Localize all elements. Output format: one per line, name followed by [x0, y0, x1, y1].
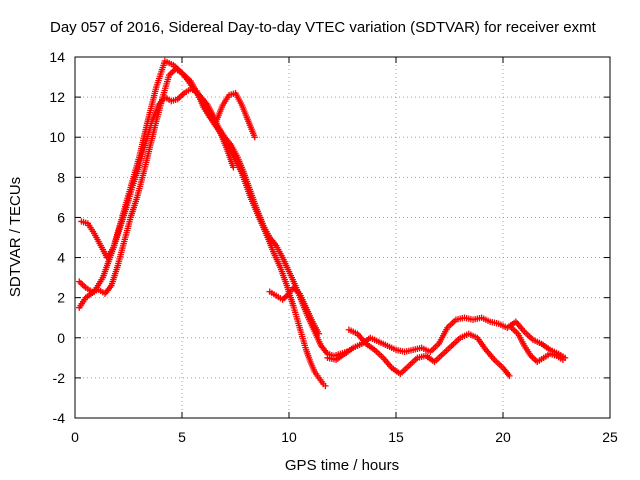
data-point	[322, 382, 329, 390]
data-point	[559, 356, 567, 364]
y-tick-label: -4	[53, 410, 66, 426]
x-tick-label: 5	[178, 429, 186, 445]
x-tick-label: 25	[602, 429, 618, 445]
data-point	[506, 372, 513, 380]
y-tick-label: 2	[57, 290, 65, 306]
series-track-f	[324, 314, 569, 364]
series-track-h	[508, 324, 567, 366]
data-point	[251, 134, 258, 141]
y-tick-labels: -4 -2 0 2 4 6 8 10 12 14	[49, 49, 65, 426]
chart-title: Day 057 of 2016, Sidereal Day-to-day VTE…	[50, 19, 597, 36]
series-track-b	[78, 85, 258, 261]
series-track-e	[266, 284, 323, 337]
y-axis-label: SDTVAR / TECUs	[7, 177, 24, 297]
y-tick-label: 10	[49, 129, 65, 145]
plot-frame	[74, 56, 611, 419]
y-tick-label: 0	[57, 330, 65, 346]
x-tick-label: 10	[281, 429, 297, 445]
x-tick-labels: 0 5 10 15 20 25	[71, 429, 618, 445]
y-tick-label: 8	[57, 169, 65, 185]
x-tick-label: 0	[71, 429, 79, 445]
data-point	[230, 164, 237, 171]
x-tick-label: 20	[495, 429, 511, 445]
y-tick-label: 6	[57, 209, 65, 225]
grid	[75, 57, 610, 418]
data-series	[76, 57, 569, 390]
y-tick-label: 12	[49, 89, 65, 105]
series-track-g	[345, 326, 513, 380]
x-tick-label: 15	[388, 429, 404, 445]
x-axis-label: GPS time / hours	[285, 457, 399, 474]
y-tick-label: 14	[49, 49, 65, 65]
data-point	[315, 330, 323, 337]
y-tick-label: -2	[53, 370, 66, 386]
series-track-c	[76, 65, 237, 297]
y-tick-label: 4	[57, 250, 65, 266]
